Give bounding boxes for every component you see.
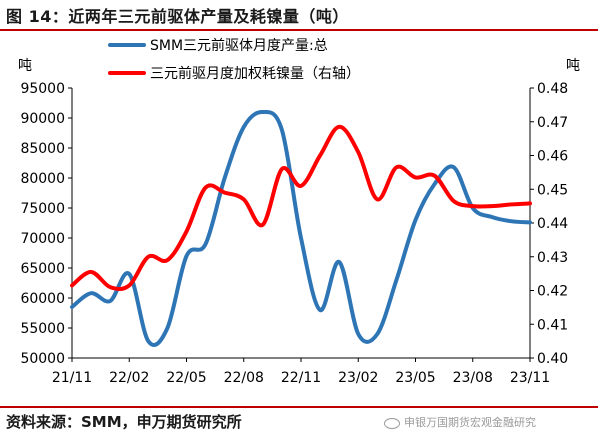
series-nickel-consumption-line (70, 124, 532, 292)
x-tick-label: 22/02 (109, 370, 149, 386)
footer-divider (0, 406, 598, 408)
series-layer (70, 109, 532, 347)
legend-label: 三元前驱月度加权耗镍量（右轴） (150, 65, 360, 82)
right-tick-label: 0.45 (537, 182, 568, 198)
source-note: 资料来源：SMM，申万期货研究所 (6, 413, 242, 431)
left-tick-label: 90000 (20, 111, 65, 127)
left-tick-label: 85000 (20, 141, 65, 157)
dual-axis-line-chart: 50000 55000 60000 65000 70000 75000 80000 85000… (18, 37, 580, 386)
page-title: 图 14：近两年三元前驱体产量及耗镍量（吨） (6, 7, 349, 26)
x-tick-label: 22/08 (224, 370, 264, 386)
left-tick-label: 65000 (20, 261, 65, 277)
right-tick-label: 0.44 (537, 216, 568, 232)
legend-label: SMM三元前驱体月度产量:总 (150, 37, 328, 54)
left-tick-label: 55000 (20, 321, 65, 337)
right-tick-label: 0.43 (537, 250, 568, 266)
wechat-icon (384, 417, 400, 429)
right-unit-label: 吨 (566, 58, 580, 74)
right-tick-label: 0.40 (537, 351, 568, 367)
left-tick-label: 95000 (20, 81, 65, 97)
x-tick-label: 23/02 (338, 370, 378, 386)
series-production-line (70, 109, 532, 347)
x-tick-label: 21/11 (52, 370, 92, 386)
watermark: 申银万国期货宏观金融研究 (384, 414, 536, 430)
x-tick-label: 23/08 (453, 370, 493, 386)
axes-layer: 50000 55000 60000 65000 70000 75000 80000 85000… (18, 58, 580, 386)
x-tick-label: 22/05 (166, 370, 206, 386)
title-divider (0, 29, 598, 31)
watermark-text: 申银万国期货宏观金融研究 (404, 416, 536, 429)
right-tick-label: 0.42 (537, 284, 568, 300)
right-tick-label: 0.48 (537, 81, 568, 97)
left-unit-label: 吨 (18, 58, 32, 74)
left-tick-label: 75000 (20, 201, 65, 217)
right-tick-label: 0.47 (537, 115, 568, 131)
x-tick-label: 23/05 (395, 370, 435, 386)
right-tick-label: 0.46 (537, 149, 568, 165)
x-tick-label: 23/11 (510, 370, 550, 386)
left-tick-label: 70000 (20, 231, 65, 247)
right-tick-label: 0.41 (537, 317, 568, 333)
left-tick-label: 50000 (20, 351, 65, 367)
left-tick-label: 80000 (20, 171, 65, 187)
left-tick-label: 60000 (20, 291, 65, 307)
title-bar: 图 14：近两年三元前驱体产量及耗镍量（吨） (0, 0, 598, 28)
x-tick-label: 22/11 (281, 370, 321, 386)
